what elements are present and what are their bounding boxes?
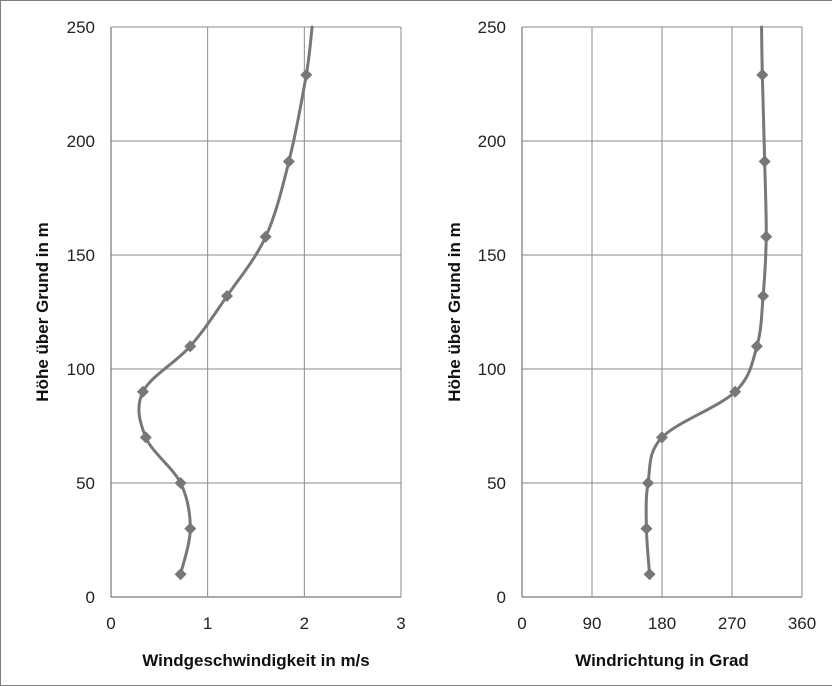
x-tick-label: 360: [788, 614, 816, 633]
y-tick-label: 250: [478, 18, 506, 37]
x-axis-title: Windgeschwindigkeit in m/s: [142, 651, 369, 670]
y-tick-label: 200: [67, 132, 95, 151]
data-point-marker: [758, 155, 771, 168]
data-point-marker: [756, 68, 769, 81]
x-tick-label: 3: [396, 614, 405, 633]
x-tick-label: 270: [718, 614, 746, 633]
data-points: [136, 68, 313, 581]
data-point-marker: [139, 431, 152, 444]
data-point-marker: [757, 290, 770, 303]
data-point-marker: [174, 477, 187, 489]
x-tick-label: 180: [648, 614, 676, 633]
data-point-marker: [760, 230, 773, 243]
y-axis-title: Höhe über Grund in m: [33, 222, 52, 401]
x-tick-label: 1: [203, 614, 212, 633]
y-tick-label: 100: [478, 360, 506, 379]
chart-wind-speed: 0 50 100 150 200 250 0 1 2 3 Windgeschwindigkeit …: [33, 18, 406, 670]
data-point-marker: [184, 340, 197, 353]
data-point-marker: [174, 568, 187, 581]
y-tick-label: 0: [86, 588, 95, 607]
y-tick-label: 250: [67, 18, 95, 37]
data-point-marker: [729, 385, 742, 398]
wind-speed-line: [137, 25, 314, 576]
x-tick-label: 90: [583, 614, 602, 633]
x-tick-label: 2: [300, 614, 309, 633]
y-tick-label: 50: [76, 474, 95, 493]
y-tick-label: 150: [67, 246, 95, 265]
data-point-marker: [221, 290, 233, 303]
data-point-marker: [136, 385, 149, 398]
data-point-marker: [656, 431, 668, 444]
y-tick-label: 0: [497, 588, 506, 607]
x-tick-label: 0: [106, 614, 115, 633]
data-point-marker: [184, 522, 197, 535]
data-point-marker: [642, 477, 654, 489]
tick-labels: 0 50 100 150 200 250 0 90 180 270 360: [478, 18, 817, 633]
tick-labels: 0 50 100 150 200 250 0 1 2 3: [67, 18, 406, 633]
y-tick-label: 50: [487, 474, 506, 493]
data-point-marker: [640, 522, 653, 535]
y-tick-label: 150: [478, 246, 506, 265]
data-points: [640, 68, 773, 581]
data-point-marker: [300, 68, 313, 81]
grid-lines: [521, 26, 803, 598]
data-point-marker: [643, 568, 656, 581]
chart-wind-direction: 0 50 100 150 200 250 0 90 180 270 360 Windrichtung…: [445, 18, 816, 670]
x-tick-label: 0: [517, 614, 526, 633]
data-point-marker: [282, 155, 295, 168]
data-point-marker: [750, 340, 763, 353]
grid-lines: [110, 26, 402, 598]
y-tick-label: 200: [478, 132, 506, 151]
x-axis-title: Windrichtung in Grad: [575, 651, 749, 670]
y-tick-label: 100: [67, 360, 95, 379]
y-axis-title: Höhe über Grund in m: [445, 222, 464, 401]
wind-direction-line: [644, 25, 768, 576]
data-point-marker: [259, 230, 272, 243]
